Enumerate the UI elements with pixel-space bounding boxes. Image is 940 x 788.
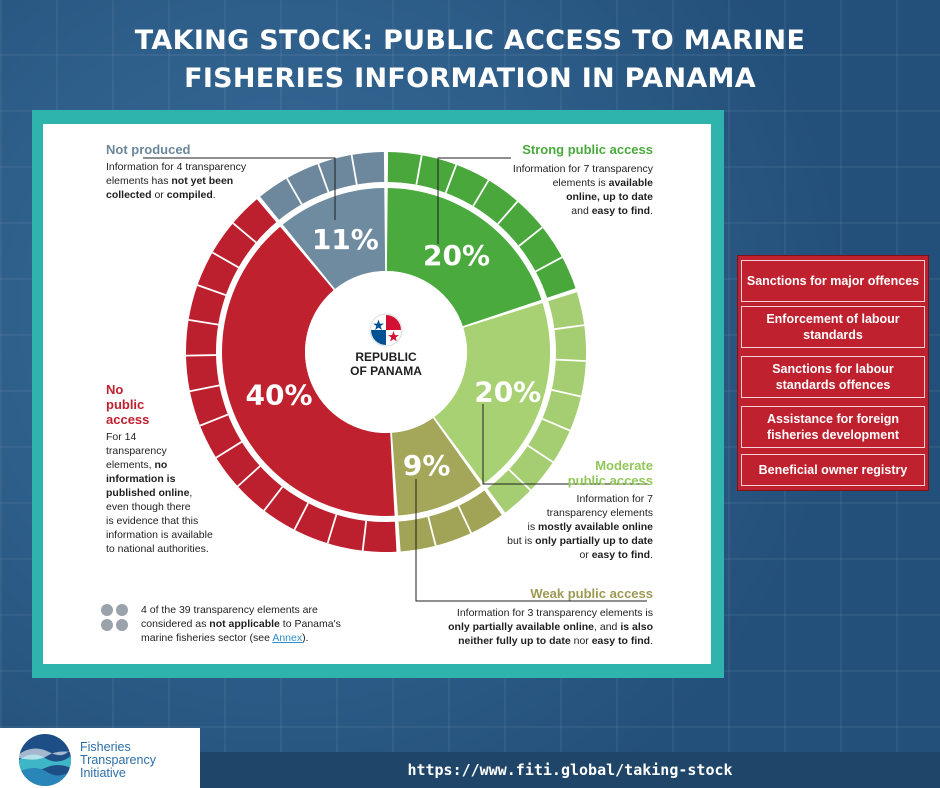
element-divider — [197, 284, 227, 296]
footer-url-link[interactable]: https://www.fiti.global/taking-stock — [407, 761, 733, 779]
slice-weak-public-access — [391, 418, 482, 516]
slice-no-public-access — [222, 226, 395, 516]
weak-heading: Weak public access — [530, 586, 653, 601]
donut-chart: 20% 20% 9% 40% 11% REPUBLIC OF PANAMA — [143, 152, 647, 602]
legend-item-sanctions-labour: Sanctions for labour standards offences — [741, 356, 925, 398]
element-divider — [186, 354, 217, 357]
moderate-text: Information for 7 transparency elements … — [507, 493, 653, 561]
strong-heading: Strong public access — [522, 142, 653, 157]
element-divider — [541, 417, 571, 432]
legend-item-enforcement-labour: Enforcement of labour standards — [741, 306, 925, 348]
element-divider — [518, 226, 543, 247]
element-divider — [472, 179, 490, 207]
element-divider — [444, 164, 458, 194]
slice-label-strong-public-access: 20% — [423, 239, 490, 272]
element-divider — [555, 358, 586, 362]
page-title: TAKING STOCK: PUBLIC ACCESS TO MARINE FI… — [0, 22, 940, 98]
element-divider — [535, 256, 563, 273]
leader-line — [437, 157, 511, 244]
no-access-elements-list: Sanctions for major offences Enforcement… — [737, 255, 929, 491]
element-divider — [215, 441, 243, 459]
center-label-1: REPUBLIC — [355, 350, 417, 364]
element-divider — [189, 384, 220, 393]
no-access-text: For 14 transparency elements, no informa… — [106, 431, 213, 555]
slice-label-no-public-access: 40% — [246, 378, 313, 411]
element-divider — [527, 444, 554, 463]
element-divider — [232, 222, 257, 244]
panama-flag-icon — [369, 313, 403, 347]
element-divider — [497, 200, 519, 225]
legend-item-assistance-foreign: Assistance for foreign fisheries develop… — [741, 406, 925, 448]
element-divider — [350, 154, 358, 185]
slice-not-produced — [282, 188, 386, 290]
leader-line — [482, 404, 647, 485]
element-divider — [263, 486, 284, 512]
strong-text: Information for 7 transparency elements … — [512, 163, 653, 217]
band-moderate-public-access — [487, 292, 586, 513]
logo-box — [0, 728, 200, 788]
element-divider — [554, 324, 585, 331]
title-line-1: TAKING STOCK: PUBLIC ACCESS TO MARINE — [134, 25, 806, 56]
element-divider — [199, 413, 229, 427]
no-access-heading: No public access — [106, 382, 150, 427]
element-divider — [317, 163, 330, 193]
annex-link[interactable]: Annex — [272, 632, 303, 644]
element-divider — [551, 388, 582, 398]
chart-panel: 20% 20% 9% 40% 11% REPUBLIC OF PANAMA Not pr… — [43, 124, 711, 664]
element-divider — [457, 505, 472, 534]
footer-bar — [200, 752, 940, 788]
slice-label-not-produced: 11% — [312, 223, 379, 256]
title-line-2: FISHERIES INFORMATION IN PANAMA — [184, 63, 756, 94]
leader-line — [143, 157, 336, 220]
element-divider — [361, 520, 368, 551]
legend-item-sanctions-major: Sanctions for major offences — [741, 260, 925, 302]
weak-text: Information for 3 transparency elements … — [448, 607, 653, 647]
not-applicable-text: 4 of the 39 transparency elements are co… — [141, 604, 341, 644]
slice-moderate-public-access — [434, 302, 550, 484]
element-divider — [237, 465, 261, 487]
element-divider — [212, 251, 239, 269]
band-no-public-access — [185, 199, 397, 552]
element-divider — [508, 468, 532, 491]
logo-text: Fisheries Transparency Initiative — [80, 740, 156, 780]
fiti-logo-icon — [19, 734, 71, 786]
slice-strong-public-access — [386, 188, 542, 327]
not-produced-heading: Not produced — [106, 142, 191, 157]
leader-line — [415, 479, 647, 602]
center-label-2: OF PANAMA — [350, 364, 422, 378]
slice-label-weak-public-access: 9% — [403, 449, 451, 482]
legend-item-beneficial-owner: Beneficial owner registry — [741, 454, 925, 486]
not-produced-text: Information for 4 transparency elements … — [106, 161, 247, 201]
element-divider — [293, 502, 309, 531]
element-divider — [286, 177, 303, 205]
slice-label-moderate-public-access: 20% — [474, 376, 541, 409]
center-hole — [305, 271, 467, 433]
element-divider — [415, 155, 423, 185]
element-divider — [188, 318, 219, 326]
element-divider — [326, 514, 338, 544]
element-divider — [427, 516, 437, 546]
band-strong-public-access — [387, 152, 576, 298]
not-applicable-dots-icon — [101, 604, 129, 632]
band-weak-public-access — [398, 490, 502, 552]
moderate-heading: Moderate public access — [567, 458, 653, 488]
